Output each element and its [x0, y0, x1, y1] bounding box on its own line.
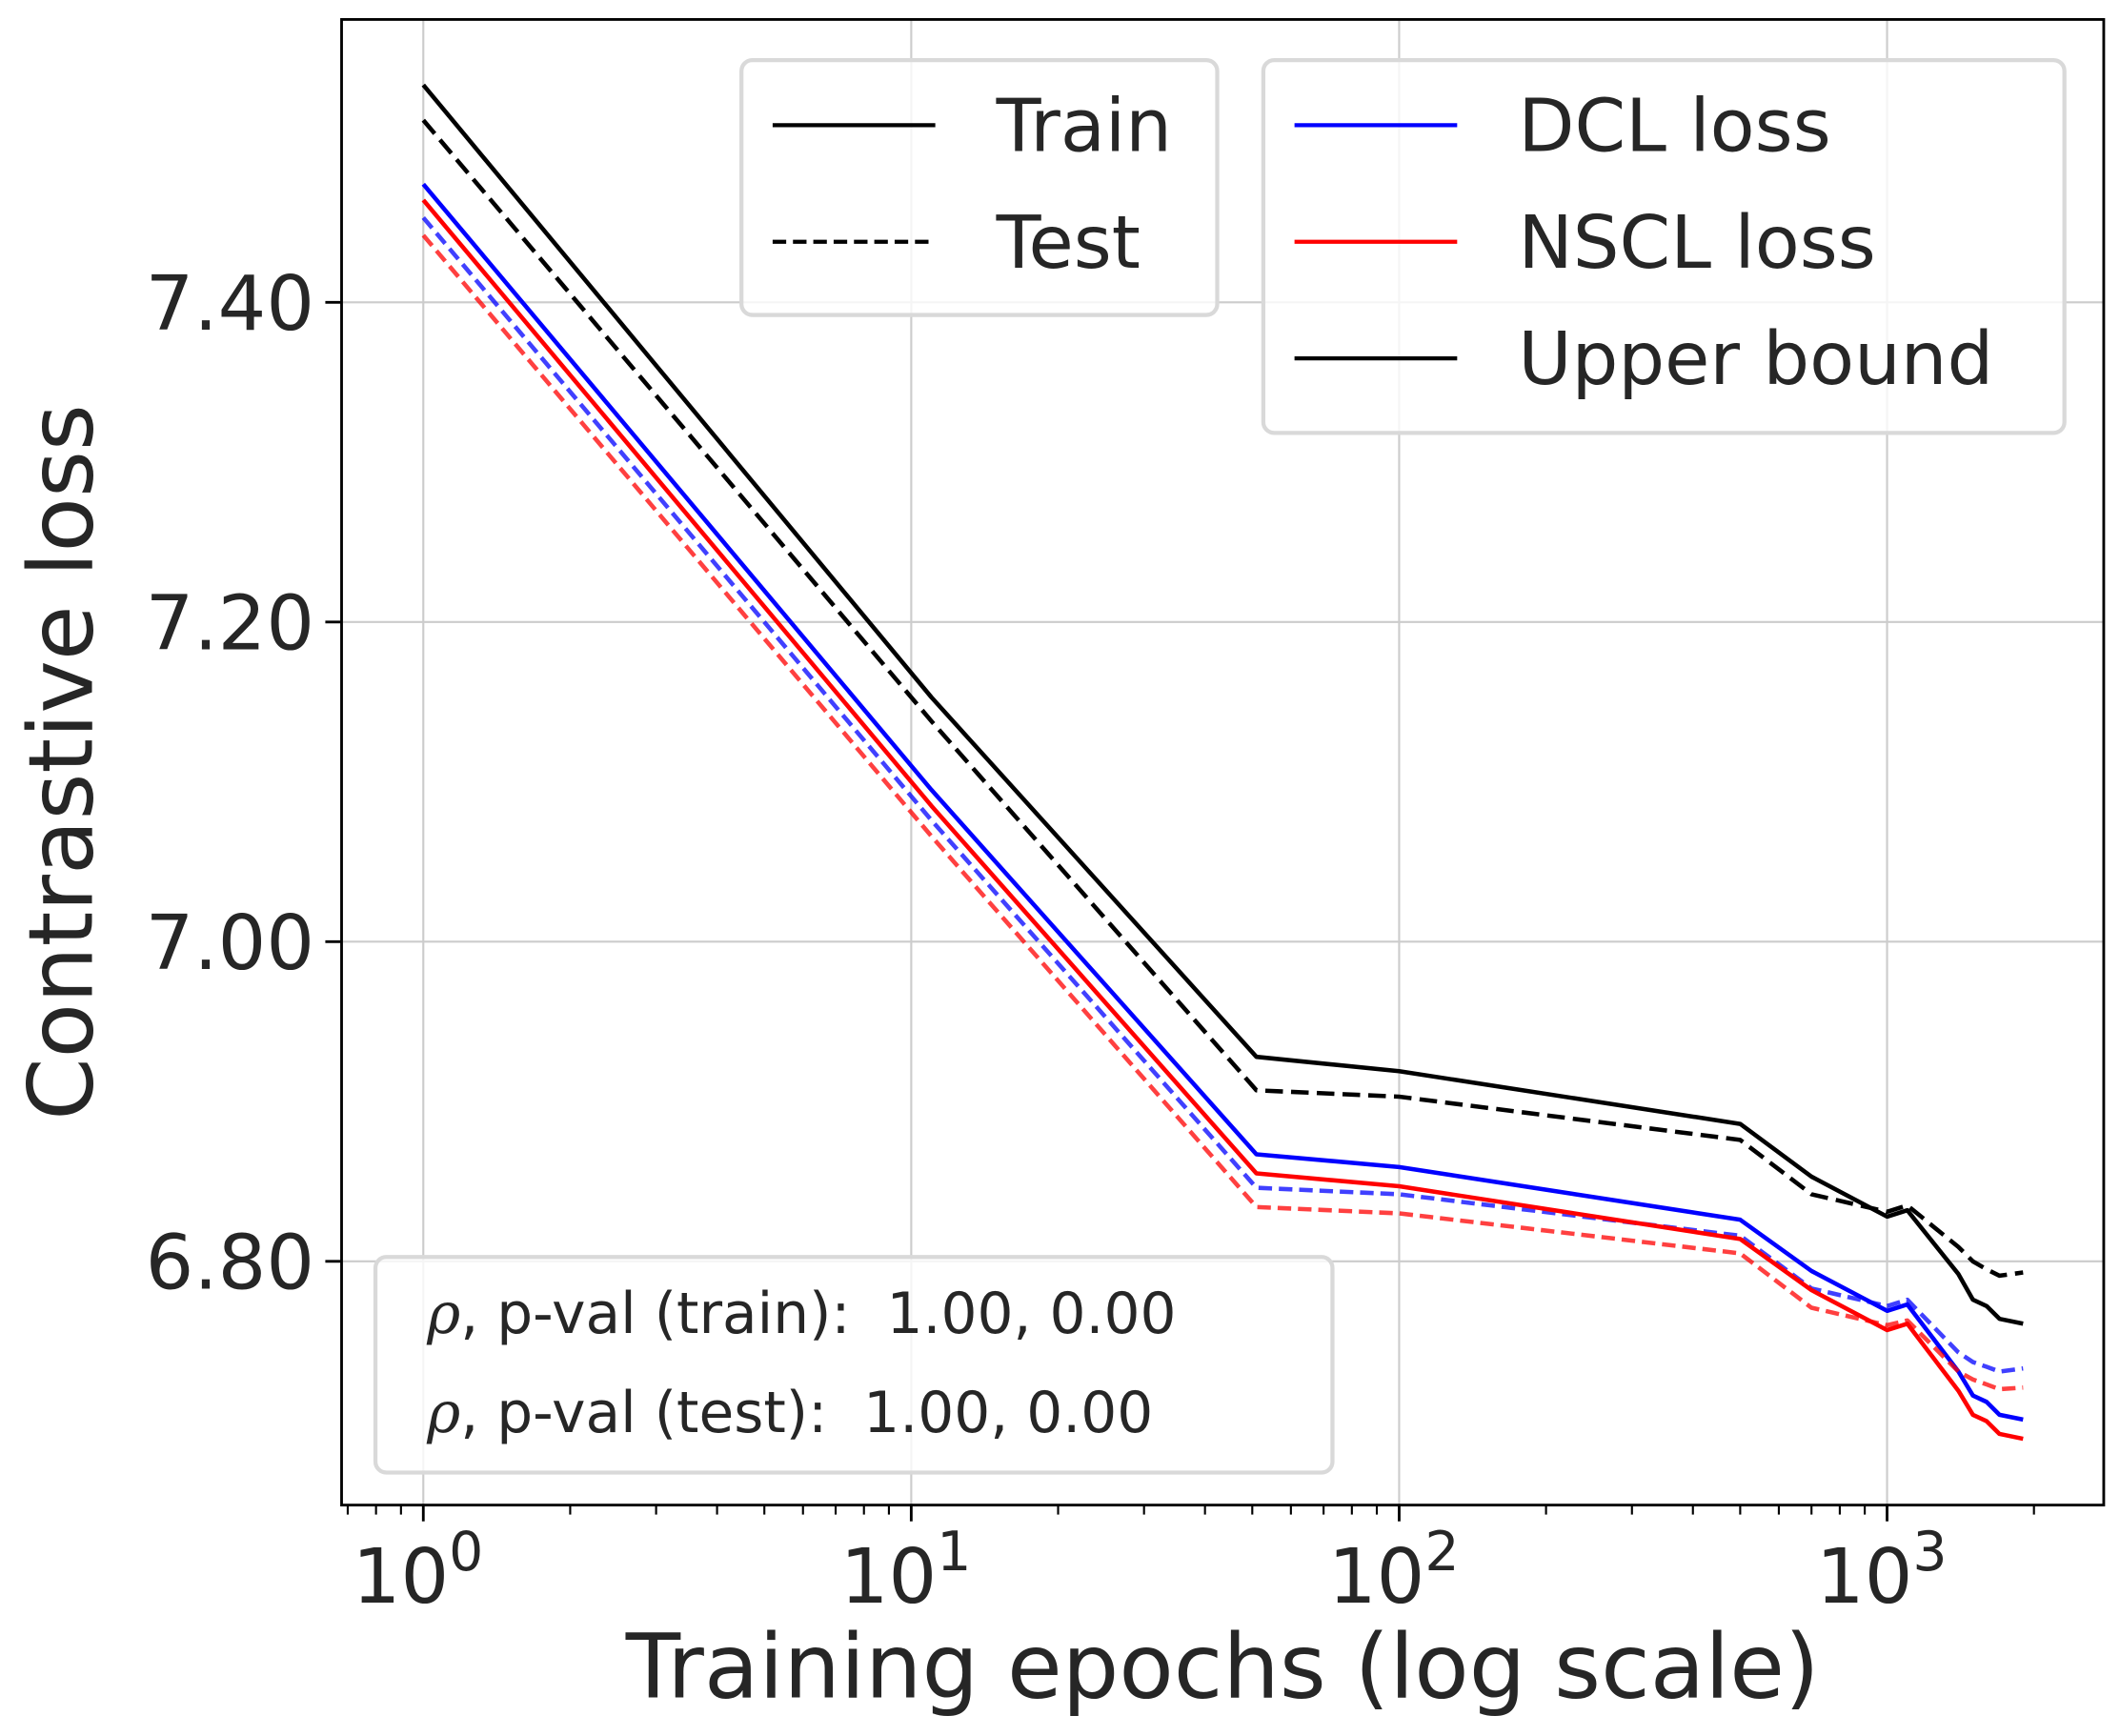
y-tick-label: 7.20: [146, 578, 314, 667]
x-tick-exponent: 0: [449, 1521, 483, 1584]
y-axis-label: Contrastive loss: [10, 404, 114, 1120]
plot-frame: [340, 18, 2106, 1507]
series-line-upper-bound-test: [421, 118, 2024, 1279]
correlation-annotation: ρ, p-val (train): 1.00, 0.00 ρ, p-val (t…: [373, 1255, 1335, 1475]
rho-symbol: ρ: [426, 1381, 460, 1446]
annotation-train: ρ, p-val (train): 1.00, 0.00: [426, 1282, 1176, 1347]
legend-dcl-label: DCL loss: [1518, 84, 1830, 169]
x-axis-label: Training epochs (log scale): [625, 1616, 1820, 1720]
y-tick-label: 7.00: [146, 898, 314, 987]
x-tick-label: 103: [1816, 1521, 1948, 1621]
x-tick-base: 10: [353, 1532, 449, 1621]
y-tick-label: 6.80: [146, 1218, 314, 1306]
x-tick-exponent: 2: [1424, 1521, 1459, 1584]
x-tick-base: 10: [1816, 1532, 1912, 1621]
annotation-train-text: , p-val (train): 1.00, 0.00: [460, 1282, 1176, 1347]
y-axis-ticks: 7.40 7.20 7.00 6.80: [146, 259, 342, 1306]
legend-train-test: Train Test: [739, 57, 1220, 317]
legend-train-label: Train: [996, 84, 1172, 169]
series-line-upper-bound-train: [421, 83, 2024, 1326]
rho-symbol: ρ: [426, 1282, 460, 1347]
y-tick-label: 7.40: [146, 259, 314, 348]
series-line-nscl-loss-test: [421, 233, 2024, 1392]
x-tick-exponent: 3: [1912, 1521, 1947, 1584]
legend-nscl-label: NSCL loss: [1518, 201, 1875, 286]
legend-methods: DCL loss NSCL loss Upper bound: [1261, 57, 2067, 435]
x-tick-label: 100: [353, 1521, 484, 1621]
x-tick-base: 10: [840, 1532, 937, 1621]
x-tick-label: 101: [840, 1521, 972, 1621]
x-tick-base: 10: [1328, 1532, 1424, 1621]
annotation-test: ρ, p-val (test): 1.00, 0.00: [426, 1381, 1153, 1446]
x-tick-label: 102: [1328, 1521, 1460, 1621]
legend-upper-bound-label: Upper bound: [1518, 317, 1993, 402]
series-line-dcl-loss-train: [421, 182, 2024, 1423]
annotation-test-text: , p-val (test): 1.00, 0.00: [460, 1381, 1153, 1446]
x-tick-exponent: 1: [937, 1521, 971, 1584]
x-axis-ticks: 100 101 102 103: [346, 1504, 2035, 1621]
series-lines: [421, 83, 2024, 1442]
series-line-nscl-loss-train: [421, 198, 2024, 1442]
series-line-dcl-loss-test: [421, 215, 2024, 1374]
legend-test-label: Test: [996, 201, 1141, 286]
